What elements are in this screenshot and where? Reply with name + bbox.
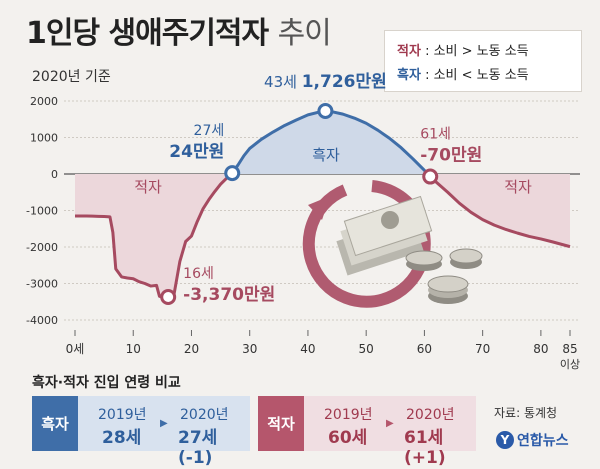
source-text: 자료: 통계청 (494, 406, 558, 420)
surplus-area (75, 111, 570, 174)
page-title: 1인당 생애주기적자 추이 (26, 16, 332, 51)
surplus-tag: 흑자 (32, 396, 78, 451)
annotation-marker (224, 165, 241, 182)
annotation-label: 43세 1,726만원 (264, 72, 387, 92)
annotation-age: 61세 (420, 127, 451, 143)
surplus-line (229, 109, 430, 174)
annotation-value: -3,370만원 (183, 285, 275, 305)
logo-icon: Y (496, 431, 514, 449)
deficit-tag: 적자 (258, 396, 304, 451)
legend-deficit: 적자 : 소비 > 노동 소득 (397, 44, 529, 59)
annotation-value: -70만원 (420, 146, 482, 166)
yonhap-logo: Y 연합뉴스 (496, 430, 569, 450)
annotation-age: 16세 (183, 266, 214, 282)
deficit-arrow-icon: ▶ (386, 418, 394, 429)
deficit-year-a: 2019년 (324, 407, 373, 423)
y-tick-label: 0 (51, 168, 58, 181)
annotation-marker (317, 103, 334, 120)
x-tick-label: 40 (300, 342, 315, 356)
x-tick-label: 60 (417, 342, 432, 356)
surplus-val-a: 28세 (102, 428, 142, 448)
x-tick-label: 50 (359, 342, 374, 356)
x-tick-label: 30 (242, 342, 257, 356)
region-label-left-deficit: 적자 (134, 178, 162, 196)
y-tick-label: 1000 (30, 132, 58, 145)
annotation-marker (160, 289, 177, 306)
annotation-value: 24만원 (169, 142, 224, 162)
y-tick-label: 2000 (30, 95, 58, 108)
x-tick-label: 80 (533, 342, 548, 356)
x-tick-suffix: 이상 (560, 358, 580, 370)
legend-surplus: 흑자 : 소비 < 노동 소득 (397, 68, 529, 83)
region-label-right-deficit: 적자 (504, 178, 532, 196)
surplus-arrow-icon: ▶ (160, 418, 168, 429)
x-tick-label: 0세 (66, 342, 85, 356)
annotation-marker (422, 168, 439, 185)
deficit-comparison: 적자 2019년 60세 ▶ 2020년 61세(+1) (258, 396, 476, 468)
legend-box: 적자 : 소비 > 노동 소득 흑자 : 소비 < 노동 소득 (384, 30, 582, 92)
x-tick-label: 10 (126, 342, 141, 356)
deficit-val-a: 60세 (328, 428, 368, 448)
deficit-area (75, 174, 570, 298)
chart-subtitle: 2020년 기준 (32, 69, 111, 85)
surplus-comparison: 흑자 2019년 28세 ▶ 2020년 27세(-1) (32, 396, 250, 468)
deficit-year-b: 2020년 (406, 407, 455, 423)
x-tick-label: 20 (184, 342, 199, 356)
surplus-year-a: 2019년 (98, 407, 147, 423)
deficit-val-b: 61세(+1) (404, 428, 446, 468)
logo-text: 연합뉴스 (517, 433, 569, 449)
x-tick-label: 85 (562, 342, 577, 356)
x-tick-label: 70 (475, 342, 490, 356)
deficit-line (75, 174, 571, 299)
annotation-age: 27세 (194, 123, 225, 139)
region-label-surplus: 흑자 (312, 146, 340, 164)
y-tick-label: -3000 (26, 278, 58, 291)
y-tick-label: -2000 (26, 241, 58, 254)
surplus-val-b: 27세(-1) (178, 428, 218, 468)
y-tick-label: -1000 (26, 205, 58, 218)
comparison-title: 흑자·적자 진입 연령 비교 (32, 375, 181, 391)
y-tick-label: -4000 (26, 314, 58, 327)
money-illustration (302, 180, 483, 308)
surplus-year-b: 2020년 (180, 407, 229, 423)
